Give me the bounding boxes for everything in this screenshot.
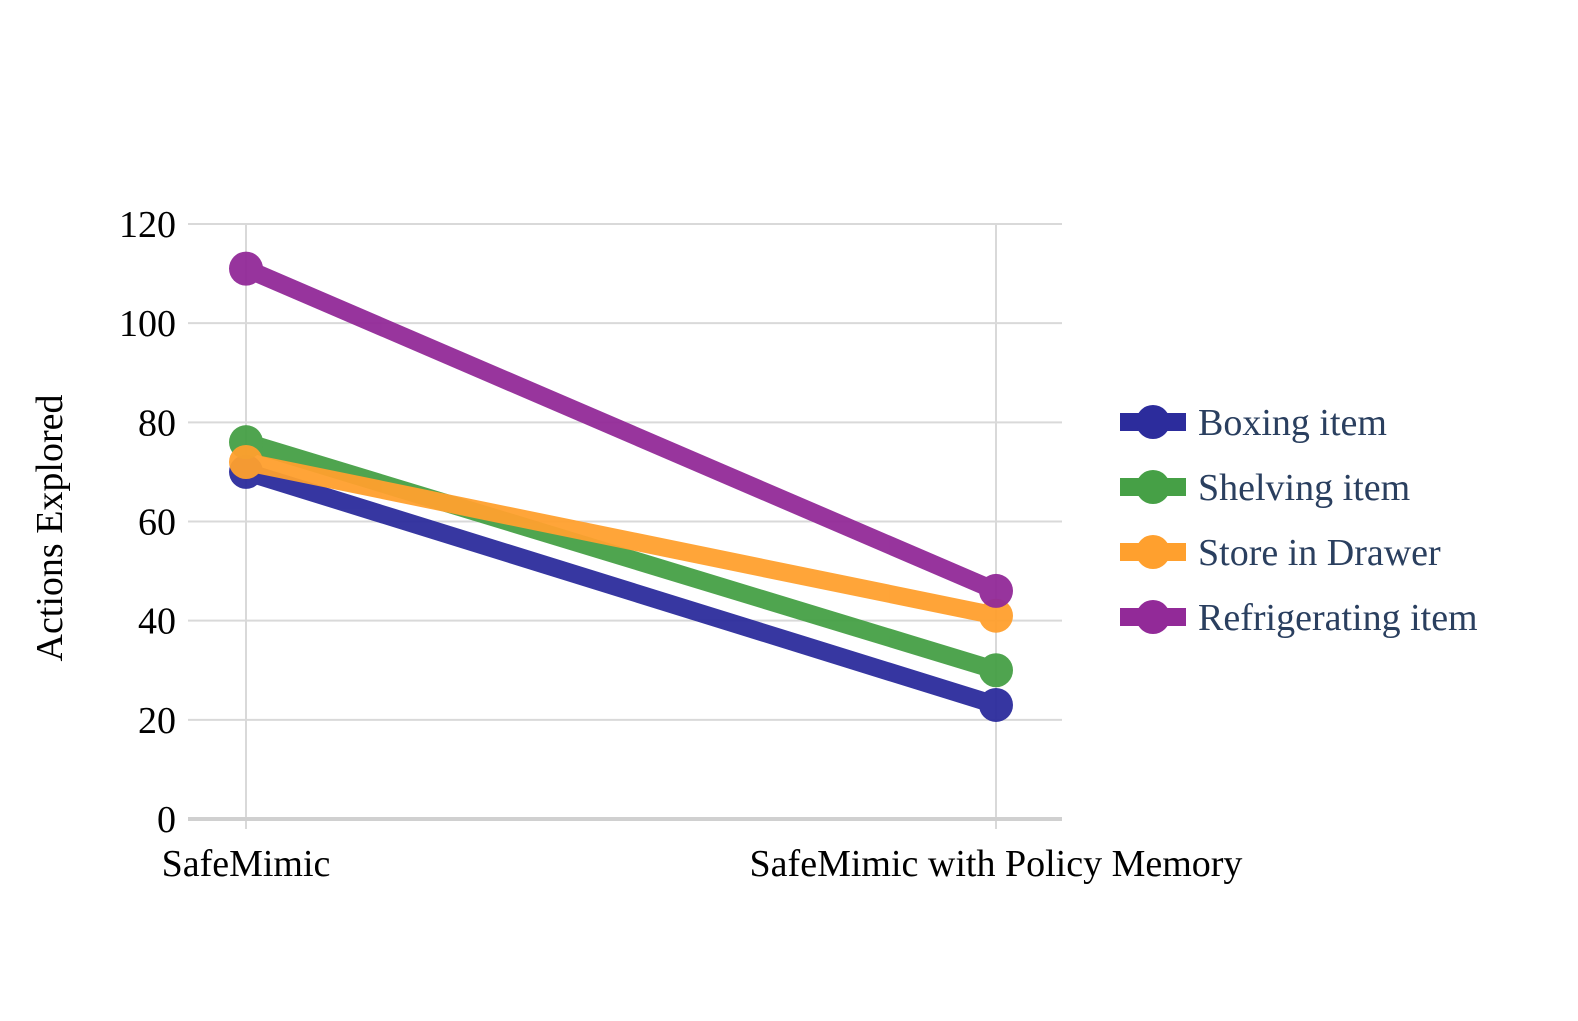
y-tick-label: 60: [138, 502, 176, 544]
legend-item-store-in-drawer: Store in Drawer: [1120, 532, 1441, 574]
legend-label: Boxing item: [1198, 402, 1387, 444]
y-tick-label: 120: [119, 204, 176, 246]
y-tick-label: 40: [138, 601, 176, 643]
legend-item-refrigerating-item: Refrigerating item: [1120, 597, 1478, 639]
series-line: [243, 463, 999, 714]
y-tick-label: 80: [138, 402, 176, 444]
data-point: [979, 598, 1013, 633]
y-tick-label: 20: [138, 700, 176, 742]
legend-label: Store in Drawer: [1198, 532, 1441, 574]
series-store-in-drawer: [229, 445, 1013, 633]
series-layer: [229, 251, 1013, 722]
y-tick-label: 100: [119, 303, 176, 345]
legend-item-boxing-item: Boxing item: [1120, 402, 1387, 444]
legend-swatch-marker: [1136, 600, 1170, 634]
legend: Boxing item Shelving item Store in Drawer R…: [1120, 402, 1478, 639]
grid-layer: [188, 223, 1062, 829]
y-axis-title: Actions Explored: [29, 394, 71, 661]
legend-swatch-marker: [1136, 405, 1170, 439]
legend-swatch-marker: [1136, 535, 1170, 569]
series-refrigerating-item: [229, 251, 1013, 608]
data-point: [979, 653, 1013, 688]
data-point: [229, 445, 263, 479]
data-point: [979, 573, 1013, 608]
legend-swatch-marker: [1136, 470, 1170, 504]
legend-label: Refrigerating item: [1198, 597, 1478, 639]
y-tick-label: 0: [157, 799, 176, 841]
legend-label: Shelving item: [1198, 467, 1410, 509]
data-point: [229, 251, 263, 286]
series-line: [244, 453, 998, 625]
series-line: [242, 260, 1000, 600]
x-tick-label: SafeMimic: [162, 843, 331, 885]
data-point: [979, 687, 1013, 722]
legend-item-shelving-item: Shelving item: [1120, 467, 1410, 509]
x-tick-label: SafeMimic with Policy Memory: [750, 843, 1243, 885]
axes-layer: 0 20 40 60 80 100 120 SafeMimic SafeMimic with P…: [119, 204, 1242, 885]
